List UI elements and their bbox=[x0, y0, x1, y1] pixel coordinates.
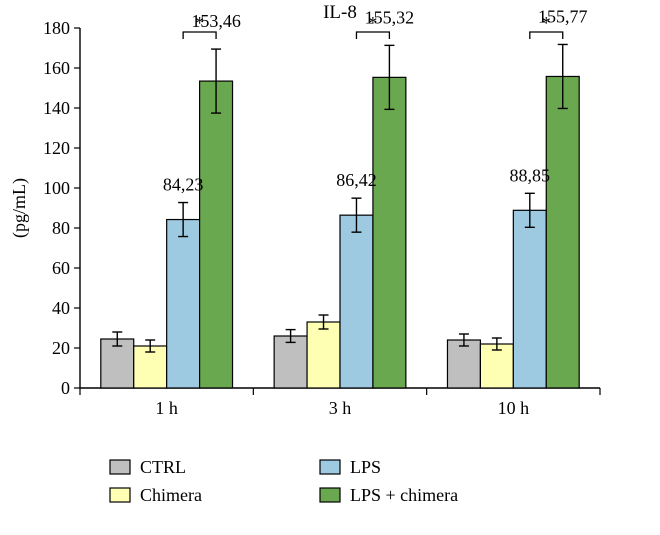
legend-swatch bbox=[110, 488, 130, 502]
significance-star: * bbox=[195, 13, 204, 33]
legend-swatch bbox=[320, 460, 340, 474]
significance-bracket bbox=[530, 32, 563, 39]
chart-svg: IL-8 0 20 40 60 80 100 120 140 160 180 (pg/mL) 1 h 3 … bbox=[0, 0, 660, 535]
x-tick-label: 1 h bbox=[155, 398, 178, 418]
x-tick-label: 10 h bbox=[498, 398, 530, 418]
value-label: 88,85 bbox=[510, 165, 551, 185]
bar-lps bbox=[167, 220, 200, 388]
y-tick-label: 100 bbox=[43, 178, 70, 198]
y-tick-label: 0 bbox=[61, 378, 70, 398]
chart-container: IL-8 0 20 40 60 80 100 120 140 160 180 (pg/mL) 1 h 3 … bbox=[0, 0, 660, 535]
bar-lps bbox=[340, 215, 373, 388]
significance-bracket bbox=[356, 32, 389, 39]
chart-title: IL-8 bbox=[323, 2, 357, 23]
bar-lpsch bbox=[546, 76, 579, 388]
y-tick-label: 40 bbox=[52, 298, 70, 318]
bar-lps bbox=[513, 210, 546, 388]
y-tick-label: 160 bbox=[43, 58, 70, 78]
legend-label: CTRL bbox=[140, 457, 186, 477]
x-tick-label: 3 h bbox=[329, 398, 352, 418]
y-axis-label: (pg/mL) bbox=[9, 178, 30, 238]
y-tick-label: 180 bbox=[43, 18, 70, 38]
legend-label: LPS + chimera bbox=[350, 485, 458, 505]
y-tick-label: 140 bbox=[43, 98, 70, 118]
y-tick-label: 20 bbox=[52, 338, 70, 358]
legend-label: Chimera bbox=[140, 485, 202, 505]
legend-swatch bbox=[320, 488, 340, 502]
value-label: 84,23 bbox=[163, 175, 204, 195]
legend-label: LPS bbox=[350, 457, 381, 477]
bar-ctrl bbox=[274, 336, 307, 388]
legend-swatch bbox=[110, 460, 130, 474]
value-label: 86,42 bbox=[336, 170, 377, 190]
bar-lpsch bbox=[373, 77, 406, 388]
significance-star: * bbox=[542, 13, 551, 33]
significance-star: * bbox=[368, 13, 377, 33]
y-tick-label: 120 bbox=[43, 138, 70, 158]
bar-lpsch bbox=[200, 81, 233, 388]
bar-chimera bbox=[307, 322, 340, 388]
y-tick-label: 80 bbox=[52, 218, 70, 238]
significance-bracket bbox=[183, 32, 216, 39]
y-tick-label: 60 bbox=[52, 258, 70, 278]
bar-ctrl bbox=[447, 340, 480, 388]
